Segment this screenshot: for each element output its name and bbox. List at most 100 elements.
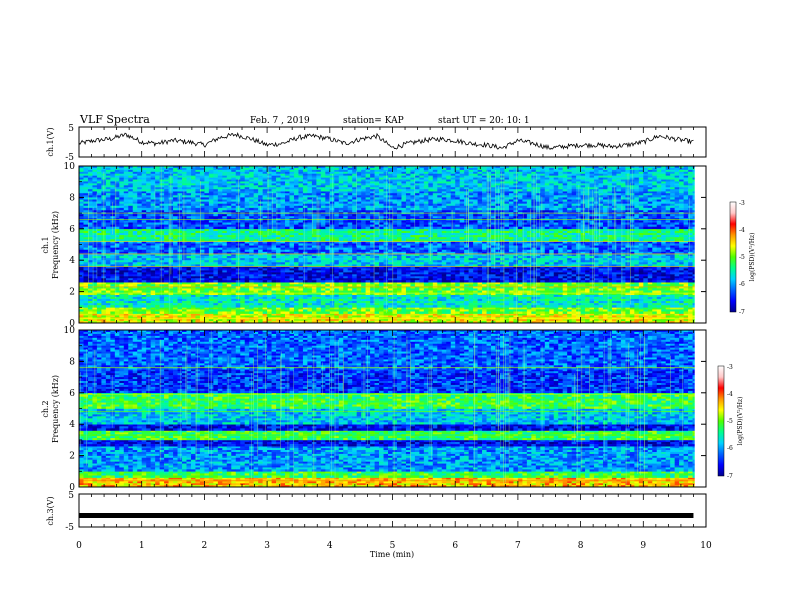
ch1-spectrogram-cell — [213, 305, 218, 307]
ch1-spectrogram-cell — [236, 307, 241, 309]
ch1-spectrogram-cell — [213, 284, 218, 286]
ch1-spectrogram-cell — [616, 315, 621, 317]
ch1-spectrogram-cell — [518, 309, 523, 311]
ch1-spectrogram-cell — [124, 319, 129, 321]
ch1-spectrogram-cell — [688, 295, 693, 297]
ch1-spectrogram-cell — [446, 276, 451, 278]
ch1-spectrogram-cell — [79, 319, 84, 321]
ch1-spectrogram-cell — [612, 315, 617, 317]
ch1-spectrogram-cell — [357, 291, 362, 293]
ch1-spectrogram-cell — [666, 291, 671, 293]
ch1-spectrogram-cell — [370, 311, 375, 313]
ch1-spectrogram-cell — [142, 278, 147, 280]
ch1-spectrogram-cell — [428, 297, 433, 299]
ch1-spectrogram-cell — [487, 274, 492, 276]
ch1-spectrogram-cell — [666, 278, 671, 280]
ch1-spectrogram-cell — [316, 288, 321, 290]
ch1-spectrogram-cell — [625, 303, 630, 305]
ch1-spectrogram-cell — [186, 278, 191, 280]
ch1-spectrogram-cell — [652, 309, 657, 311]
ch1-spectrogram-cell — [231, 311, 236, 313]
ch1-spectrogram-cell — [419, 270, 424, 272]
ch1-spectrogram-cell — [581, 291, 586, 293]
ch1-spectrogram-cell — [401, 260, 406, 262]
ch1-spectrogram-cell — [397, 282, 402, 284]
ch1-spectrogram-cell — [178, 315, 183, 317]
ch1-spectrogram-cell — [254, 299, 259, 301]
ch1-spectrogram-cell — [585, 303, 590, 305]
ch1-spectrogram-cell — [576, 278, 581, 280]
ch1-spectrogram-cell — [648, 284, 653, 286]
ch1-spectrogram-cell — [424, 311, 429, 313]
ch1-spectrogram-cell — [460, 282, 465, 284]
ch1-spectrogram-cell — [473, 315, 478, 317]
ch1-spectrogram-cell — [419, 297, 424, 299]
ch1-spectrogram-cell — [97, 284, 102, 286]
ch1-spectrogram-cell — [496, 301, 501, 303]
ch1-spectrogram-cell — [79, 276, 84, 278]
ch1-spectrogram-cell — [388, 299, 393, 301]
ch1-spectrogram-cell — [281, 303, 286, 305]
ch1-spectrogram-cell — [554, 288, 559, 290]
ch1-spectrogram-cell — [437, 258, 442, 260]
ch1-spectrogram-cell — [509, 282, 514, 284]
ch1-spectrogram-cell — [276, 260, 281, 262]
ch1-spectrogram-cell — [263, 297, 268, 299]
ch1-spectrogram-cell — [106, 303, 111, 305]
ch1-spectrogram-cell — [316, 258, 321, 260]
ch1-spectrogram-cell — [281, 278, 286, 280]
ch1-spectrogram-cell — [585, 319, 590, 321]
ch1-spectrogram-cell — [272, 258, 277, 260]
ch1-spectrogram-cell — [401, 291, 406, 293]
ch1-spectrogram-cell — [496, 284, 501, 286]
ch1-spectrogram-cell — [155, 319, 160, 321]
ch1-spectrogram-cell — [478, 288, 483, 290]
ch1-spectrogram-cell — [643, 301, 648, 303]
ch1-spectrogram-cell — [424, 301, 429, 303]
ch1-spectrogram-cell — [101, 291, 106, 293]
ch1-spectrogram-cell — [155, 295, 160, 297]
ch1-spectrogram-cell — [307, 284, 312, 286]
ch1-spectrogram-cell — [648, 307, 653, 309]
ch1-spectrogram-cell — [549, 307, 554, 309]
ch1-spectrogram-cell — [424, 280, 429, 282]
ch1-spectrogram-cell — [298, 311, 303, 313]
ch1-spectrogram-cell — [428, 295, 433, 297]
ch1-spectrogram-cell — [442, 291, 447, 293]
ch1-spectrogram-cell — [325, 268, 330, 270]
ch1-spectrogram-cell — [289, 284, 294, 286]
ch1-spectrogram-cell — [209, 288, 214, 290]
ch1-spectrogram-cell — [289, 260, 294, 262]
ch1-spectrogram-cell — [325, 260, 330, 262]
ch1-spectrogram-cell — [334, 258, 339, 260]
ch1-spectrogram-cell — [558, 301, 563, 303]
ch1-spectrogram-cell — [339, 305, 344, 307]
ch1-spectrogram-cell — [384, 311, 389, 313]
ch1-spectrogram-cell — [496, 319, 501, 321]
ch1-spectrogram-cell — [393, 276, 398, 278]
ch1-spectrogram-cell — [482, 258, 487, 260]
ch1-spectrogram-cell — [124, 274, 129, 276]
ch1-spectrogram-cell — [142, 299, 147, 301]
ch1-spectrogram-cell — [504, 268, 509, 270]
ch1-spectrogram-cell — [173, 260, 178, 262]
ch1-spectrogram-cell — [473, 278, 478, 280]
ch1-spectrogram-cell — [307, 297, 312, 299]
ch1-spectrogram-cell — [585, 268, 590, 270]
ch1-spectrogram-cell — [182, 260, 187, 262]
ch1-spectrogram-cell — [661, 270, 666, 272]
ch1-spectrogram-cell — [563, 303, 568, 305]
ch1-spectrogram-cell — [612, 297, 617, 299]
ch1-spectrogram-cell — [155, 258, 160, 260]
ch1-spectrogram-cell — [612, 319, 617, 321]
ch1-spectrogram-cell — [384, 272, 389, 274]
ch1-spectrogram-cell — [491, 314, 496, 316]
ch1-spectrogram-cell — [581, 295, 586, 297]
ch1-spectrogram-cell — [684, 256, 689, 258]
ch1-spectrogram-cell — [576, 280, 581, 282]
ch1-spectrogram-cell — [334, 274, 339, 276]
ch1-spectrogram-cell — [263, 299, 268, 301]
ch1-spectrogram-cell — [379, 270, 384, 272]
ch1-spectrogram-cell — [249, 256, 254, 258]
ch1-spectrogram-cell — [585, 278, 590, 280]
